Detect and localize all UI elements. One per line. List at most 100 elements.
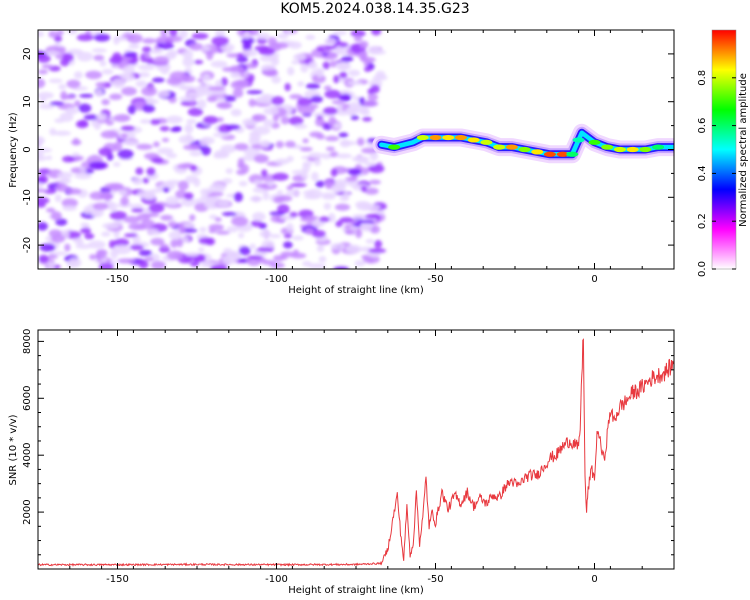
noise-blob (286, 185, 294, 191)
noise-blob (364, 161, 377, 167)
noise-blob (246, 90, 263, 95)
noise-blob (121, 140, 140, 146)
noise-blob (365, 239, 375, 244)
noise-blob (128, 43, 140, 50)
noise-blob (59, 112, 74, 122)
noise-blob (126, 33, 143, 44)
noise-blob (294, 123, 308, 129)
noise-blob (160, 64, 170, 75)
noise-blob (242, 49, 258, 57)
noise-blob (79, 166, 87, 175)
noise-blob (57, 171, 73, 179)
noise-blob (88, 240, 106, 249)
spectrogram-y-label: Frequency (Hz) (8, 112, 19, 188)
noise-blob (284, 82, 291, 92)
noise-blob (358, 219, 375, 225)
noise-blob (92, 202, 109, 211)
noise-blob (248, 73, 255, 82)
noise-blob (334, 203, 351, 211)
noise-blob (189, 164, 198, 172)
noise-blob (324, 89, 342, 99)
noise-blob (291, 60, 301, 65)
noise-blob (316, 134, 326, 140)
noise-blob (89, 254, 97, 260)
noise-blob (214, 217, 222, 222)
trace-point (543, 151, 556, 157)
noise-blob (262, 190, 270, 201)
noise-blob (261, 93, 271, 99)
noise-blob (212, 132, 230, 138)
noise-blob (225, 168, 234, 174)
noise-blob (364, 187, 379, 195)
noise-blob (338, 132, 349, 138)
noise-blob (197, 99, 207, 110)
noise-blob (199, 226, 207, 233)
noise-blob (204, 199, 221, 210)
noise-blob (350, 173, 358, 181)
noise-blob (200, 145, 211, 156)
noise-blob (305, 83, 321, 90)
noise-blob (186, 91, 200, 97)
noise-blob (54, 35, 62, 43)
noise-blob (231, 216, 249, 227)
noise-blob (311, 171, 319, 182)
noise-blob (313, 158, 321, 167)
noise-blob (199, 137, 210, 147)
noise-blob (330, 243, 345, 250)
noise-blob (329, 60, 337, 68)
noise-blob (142, 104, 156, 113)
noise-blob (101, 231, 111, 237)
noise-blob (150, 49, 164, 54)
noise-blob (122, 65, 135, 74)
noise-blob (269, 211, 285, 216)
noise-blob (259, 230, 272, 238)
trace-point (572, 137, 585, 143)
noise-blob (243, 31, 251, 39)
noise-blob (96, 113, 108, 121)
noise-blob (54, 194, 62, 203)
noise-blob (259, 140, 271, 148)
noise-blob (95, 89, 103, 97)
y-tick-label: 8000 (22, 329, 33, 354)
noise-blob (315, 180, 325, 188)
noise-blob (300, 63, 309, 73)
noise-blob (352, 96, 361, 101)
noise-blob (159, 243, 169, 248)
noise-blob (222, 254, 238, 265)
noise-blob (367, 88, 375, 95)
noise-blob (340, 93, 352, 102)
noise-blob (325, 135, 340, 142)
noise-blob (49, 101, 65, 106)
noise-blob (153, 56, 170, 66)
noise-blob (120, 196, 129, 206)
noise-blob (38, 182, 44, 189)
colorbar-tick-label: 0.2 (697, 213, 708, 229)
noise-blob (238, 232, 245, 239)
trace-point (601, 144, 614, 150)
noise-blob (256, 32, 271, 40)
colorbar-frame (711, 29, 737, 270)
noise-blob (232, 88, 244, 98)
noise-blob (264, 69, 279, 77)
noise-blob (210, 264, 228, 269)
noise-blob (341, 55, 354, 62)
x-tick-label: -150 (106, 274, 129, 285)
noise-blob (88, 161, 106, 170)
noise-blob (255, 183, 270, 189)
noise-blob (189, 214, 196, 222)
noise-blob (61, 198, 78, 208)
noise-blob (238, 246, 251, 256)
noise-blob (150, 237, 165, 246)
noise-blob (48, 78, 63, 84)
noise-blob (193, 59, 204, 65)
noise-blob (38, 155, 47, 162)
noise-blob (261, 169, 268, 178)
noise-blob (65, 107, 79, 115)
x-tick-label: -150 (106, 574, 129, 585)
noise-blob (371, 30, 382, 36)
noise-blob (283, 241, 293, 249)
noise-blob (276, 189, 284, 195)
colorbar-ticks: 0.0 0.2 0.4 0.6 0.8 (697, 70, 736, 277)
noise-blob (350, 30, 366, 38)
noise-blob (166, 250, 184, 260)
